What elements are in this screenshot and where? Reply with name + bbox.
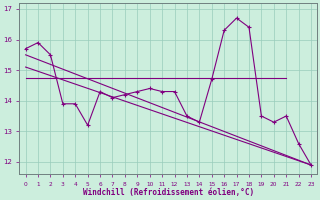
X-axis label: Windchill (Refroidissement éolien,°C): Windchill (Refroidissement éolien,°C): [83, 188, 254, 197]
